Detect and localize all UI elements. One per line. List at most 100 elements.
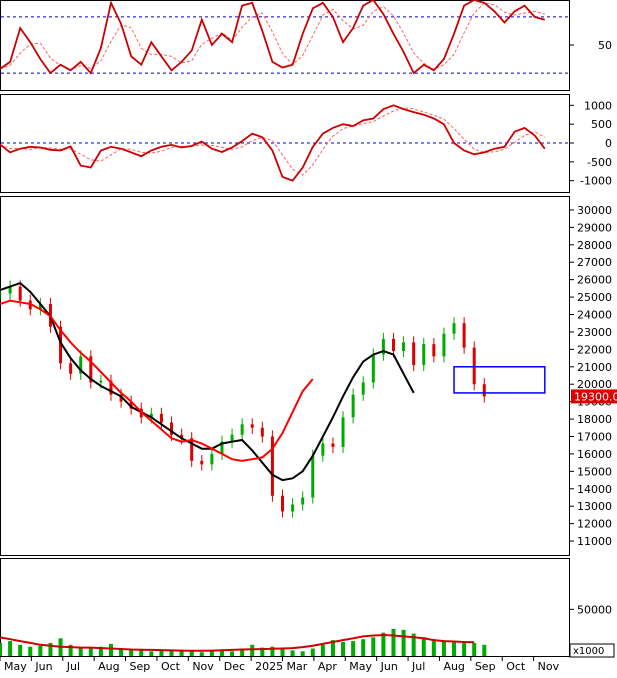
y-tick-label: 29000	[577, 221, 612, 234]
price-candle	[442, 333, 446, 357]
price-candle	[159, 413, 163, 423]
y-tick-label: 30000	[577, 204, 612, 217]
volume-bar	[8, 641, 13, 656]
rsi-signal-line	[0, 2, 545, 70]
volume-bar	[250, 644, 255, 656]
volume-bar	[18, 644, 23, 656]
volume-bar	[351, 641, 356, 656]
price-candle	[432, 344, 436, 357]
price-candle	[250, 424, 254, 428]
macd-line	[0, 104, 546, 182]
price-candle	[281, 495, 284, 512]
volume-bar	[472, 642, 477, 656]
price-candle	[129, 401, 133, 409]
volume-bar	[78, 647, 83, 656]
volume-bar	[0, 642, 2, 656]
volume-unit-label: x1000	[573, 646, 604, 657]
volume-bar	[209, 651, 214, 656]
volume-bar	[320, 644, 325, 656]
panel-frame-rsi	[0, 0, 570, 91]
price-candle	[38, 304, 42, 310]
price-ma-long-line	[0, 299, 314, 462]
price-candle	[0, 293, 2, 295]
volume-bar	[98, 646, 103, 656]
price-candle	[79, 356, 83, 374]
volume-bar	[371, 637, 376, 656]
price-candle	[260, 427, 264, 437]
price-candle	[412, 342, 416, 366]
price-candle	[391, 338, 395, 352]
price-candle	[422, 344, 426, 366]
y-tick-label: 50000	[577, 603, 612, 616]
price-candle	[361, 382, 365, 395]
price-candle	[119, 394, 123, 402]
y-tick-label: 25000	[577, 291, 612, 304]
volume-bar	[462, 642, 467, 656]
y-tick-label: -1000	[580, 175, 612, 188]
volume-bar	[199, 652, 204, 656]
volume-bar	[108, 643, 113, 656]
price-candle	[462, 323, 466, 348]
volume-bar	[48, 642, 53, 656]
volume-ma-line	[0, 633, 475, 652]
x-tick-label: Sep	[130, 660, 151, 673]
volume-bar	[240, 648, 245, 656]
y-tick-label: 24000	[577, 309, 612, 322]
volume-bar	[280, 649, 285, 656]
y-tick-label: 22000	[577, 343, 612, 356]
chart-marks	[0, 0, 546, 656]
x-tick-label: Mar	[287, 660, 308, 673]
volume-bar	[159, 649, 164, 656]
volume-bar	[179, 651, 184, 656]
volume-bar	[391, 628, 396, 656]
price-candle	[8, 286, 12, 294]
x-tick-label: Jul	[411, 660, 425, 673]
price-candle	[482, 384, 486, 397]
price-candle	[341, 417, 345, 447]
price-candle	[210, 453, 214, 465]
panel-frames	[0, 0, 570, 657]
volume-bar	[411, 633, 416, 656]
volume-bar	[169, 650, 174, 656]
x-tick-label: Oct	[161, 660, 181, 673]
highlight-box	[453, 366, 546, 394]
price-candle	[371, 354, 375, 383]
y-tick-label: 16000	[577, 448, 612, 461]
volume-bar	[441, 641, 446, 656]
price-candle	[321, 443, 325, 456]
volume-bar	[270, 646, 275, 656]
x-tick-label: Nov	[192, 660, 214, 673]
y-tick-label: -500	[587, 156, 612, 169]
price-candle	[351, 394, 355, 418]
price-candle	[311, 455, 315, 498]
volume-unit-box	[569, 643, 615, 658]
x-tick-label: Nov	[538, 660, 560, 673]
volume-bar	[28, 646, 33, 656]
y-tick-label: 500	[591, 118, 612, 131]
price-candle	[220, 441, 224, 454]
price-candle	[99, 380, 103, 383]
x-tick-label: May	[349, 660, 372, 673]
volume-bar	[38, 645, 43, 656]
reference-lines	[1, 16, 569, 144]
volume-bar	[310, 648, 315, 656]
axis-labels: 50 1000 500 0 -500 -1000 30000 29000 28000 27000 2…	[0, 39, 617, 673]
y-tick-label: 50	[598, 39, 612, 52]
volume-bar	[482, 644, 487, 656]
y-tick-label: 14000	[577, 483, 612, 496]
volume-bar	[341, 642, 346, 656]
y-tick-label: 27000	[577, 256, 612, 269]
price-candle	[69, 363, 73, 374]
y-tick-label: 21000	[577, 361, 612, 374]
price-candle	[270, 436, 274, 496]
price-candle	[200, 460, 204, 465]
volume-bar	[401, 629, 406, 656]
x-tick-label: Apr	[318, 660, 338, 673]
y-tick-label: 18000	[577, 413, 612, 426]
price-candle	[180, 434, 184, 439]
price-candle	[190, 438, 194, 461]
volume-bar	[129, 650, 134, 656]
y-tick-label: 11000	[577, 535, 612, 548]
volume-bar	[431, 639, 436, 656]
